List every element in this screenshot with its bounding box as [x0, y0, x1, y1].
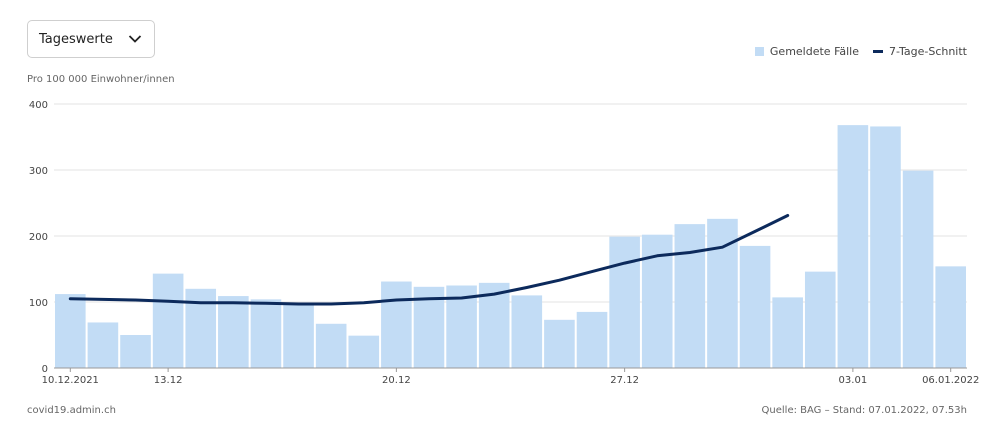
- bar[interactable]: [609, 236, 640, 368]
- y-tick-label: 0: [42, 364, 48, 375]
- bar[interactable]: [381, 281, 412, 368]
- bar[interactable]: [870, 126, 901, 368]
- bar[interactable]: [772, 297, 803, 368]
- bar[interactable]: [87, 322, 119, 368]
- y-tick-label: 100: [29, 298, 48, 309]
- bar[interactable]: [478, 282, 510, 368]
- bar[interactable]: [120, 335, 151, 368]
- legend-line-label: 7-Tage-Schnitt: [889, 45, 967, 58]
- y-tick-label: 400: [29, 100, 48, 111]
- view-select-value: Tageswerte: [39, 31, 113, 47]
- x-tick-label: 10.12.2021: [42, 375, 99, 386]
- legend-bar-swatch: [754, 47, 764, 56]
- bar[interactable]: [283, 304, 314, 368]
- x-tick-label: 27.12: [610, 375, 639, 386]
- bar[interactable]: [902, 170, 934, 368]
- bar[interactable]: [576, 311, 608, 368]
- bar[interactable]: [152, 273, 184, 368]
- x-tick-label: 06.01.2022: [922, 375, 979, 386]
- bar[interactable]: [739, 245, 771, 368]
- bar[interactable]: [674, 224, 706, 368]
- footer-source-left[interactable]: covid19.admin.ch: [27, 405, 116, 416]
- bar[interactable]: [544, 319, 575, 368]
- legend-item-bars[interactable]: Gemeldete Fälle: [754, 45, 860, 58]
- bar[interactable]: [55, 294, 86, 368]
- y-tick-label: 300: [29, 166, 48, 177]
- legend-bars-label: Gemeldete Fälle: [769, 45, 860, 58]
- x-tick-label: 20.12: [382, 375, 411, 386]
- bar[interactable]: [804, 271, 836, 368]
- bar[interactable]: [315, 323, 347, 368]
- view-select-dropdown[interactable]: Tageswerte: [27, 20, 155, 58]
- y-tick-label: 200: [29, 232, 48, 243]
- bar[interactable]: [185, 288, 217, 368]
- bar[interactable]: [348, 335, 380, 368]
- bar[interactable]: [218, 296, 249, 368]
- chevron-down-icon: [128, 35, 142, 43]
- y-axis-label: Pro 100 000 Einwohner/innen: [27, 74, 175, 85]
- legend-item-line[interactable]: 7-Tage-Schnitt: [873, 45, 967, 58]
- legend-line-swatch: [873, 50, 884, 53]
- bar[interactable]: [837, 125, 869, 369]
- x-tick-label: 13.12: [154, 375, 183, 386]
- bar[interactable]: [935, 266, 966, 368]
- bar[interactable]: [511, 295, 543, 368]
- footer-source-right: Quelle: BAG – Stand: 07.01.2022, 07.53h: [761, 405, 967, 416]
- seven-day-average-line: [68, 214, 790, 306]
- x-tick-label: 03.01: [839, 375, 868, 386]
- chart-legend: Gemeldete Fälle 7-Tage-Schnitt: [754, 45, 967, 58]
- bar[interactable]: [250, 299, 282, 368]
